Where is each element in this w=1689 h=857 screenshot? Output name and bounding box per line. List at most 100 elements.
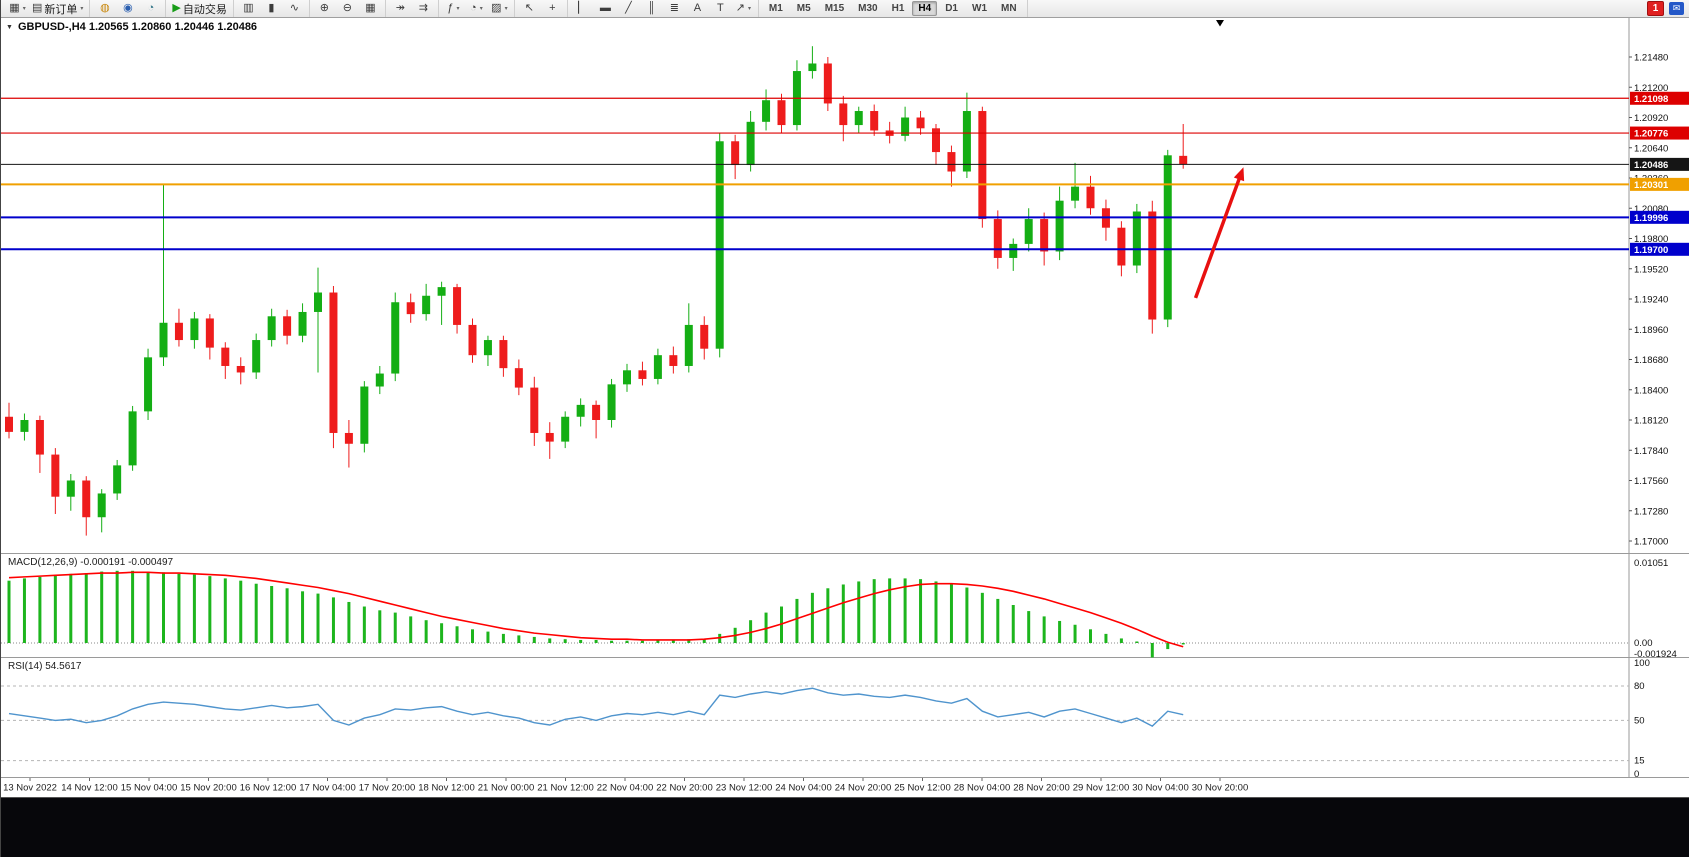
zoom-in-icon: ⊕ xyxy=(319,2,329,14)
channel-icon: ║ xyxy=(647,2,656,14)
fibonacci-button[interactable]: ≣ xyxy=(663,0,686,17)
macd-bar xyxy=(965,587,969,643)
macd-bar xyxy=(656,639,660,643)
zoom-in-button[interactable]: ⊕ xyxy=(313,0,336,17)
macd-bar xyxy=(254,583,258,643)
rsi-tick: 0 xyxy=(1634,769,1639,780)
line-chart-button[interactable]: ∿ xyxy=(283,0,306,17)
market-icon-icon: ◉ xyxy=(123,2,133,14)
label-button[interactable]: T xyxy=(709,0,732,17)
macd-bar xyxy=(393,612,397,643)
signals-icon-button[interactable]: ◍ xyxy=(93,0,116,17)
timeframe-m5-button[interactable]: M5 xyxy=(796,3,811,14)
candle xyxy=(1148,211,1157,320)
chat-icon[interactable]: ✉ xyxy=(1669,2,1684,15)
macd-bar xyxy=(53,575,57,643)
timeframe-h4-button[interactable]: H4 xyxy=(912,1,938,16)
date-label: 30 Nov 20:00 xyxy=(1192,783,1249,794)
bar-chart-button[interactable]: ▥ xyxy=(237,0,260,17)
auto-scroll-icon: ↠ xyxy=(395,2,405,14)
cursor-button[interactable]: ↖ xyxy=(518,0,541,17)
new-order-button[interactable]: ▤ 新订单 xyxy=(29,0,86,17)
new-order-icon: ▤ xyxy=(32,2,43,14)
autotrading-button-label: 自动交易 xyxy=(182,3,227,16)
chart-shift-button[interactable]: ⇉ xyxy=(412,0,435,17)
timeframe-h1-button[interactable]: H1 xyxy=(891,3,905,14)
date-label: 14 Nov 12:00 xyxy=(61,783,118,794)
macd-bar xyxy=(84,573,88,643)
macd-bar xyxy=(934,581,938,643)
macd-bar xyxy=(177,573,181,643)
timeframe-m15-button[interactable]: M15 xyxy=(824,3,845,14)
macd-bar xyxy=(579,639,583,643)
crosshair-button[interactable]: + xyxy=(541,0,564,17)
candle xyxy=(901,117,910,136)
candle xyxy=(360,386,369,444)
market-icon-button[interactable]: ◉ xyxy=(116,0,139,17)
autotrading-button[interactable]: ▶ 自动交易 xyxy=(169,0,229,17)
periods-button[interactable]: ◔ xyxy=(465,0,488,17)
new-chart-icon: ▦ xyxy=(9,2,20,14)
hline-button[interactable]: ▬ xyxy=(594,0,617,17)
candle xyxy=(1009,243,1018,258)
price-tag-1.20301 xyxy=(1630,177,1689,191)
candle xyxy=(51,454,60,497)
candle xyxy=(561,416,570,442)
arrows-button[interactable]: ↗ xyxy=(732,0,755,17)
timeframe-m1-button[interactable]: M1 xyxy=(768,3,783,14)
templates-button[interactable]: ▨ xyxy=(488,0,511,17)
macd-bar xyxy=(1104,633,1108,643)
price-tick: 1.17280 xyxy=(1634,506,1668,517)
price-tick: 1.18680 xyxy=(1634,355,1668,366)
timeframe-w1-button[interactable]: W1 xyxy=(972,3,987,14)
zoom-out-button[interactable]: ⊖ xyxy=(336,0,359,17)
vline-button[interactable]: ▏ xyxy=(571,0,594,17)
tile-windows-button[interactable]: ▦ xyxy=(359,0,382,17)
timeframe-m30-button[interactable]: M30 xyxy=(858,3,878,14)
candle xyxy=(252,340,261,373)
indicators-button[interactable]: ƒ xyxy=(442,0,465,17)
macd-bar xyxy=(548,638,552,643)
vps-icon-button[interactable]: ◔ xyxy=(139,0,162,17)
candle xyxy=(20,420,29,432)
candle xyxy=(113,465,122,494)
rsi-indicator-label: RSI(14) 54.5617 xyxy=(8,661,82,672)
trendline-icon: ╱ xyxy=(625,2,632,14)
text-button[interactable]: A xyxy=(686,0,709,17)
candle-chart-button[interactable]: ▮ xyxy=(260,0,283,17)
new-chart-button[interactable]: ▦ xyxy=(6,0,29,17)
time-axis: 13 Nov 2022 14 Nov 12:00 15 Nov 04:00 15 No… xyxy=(3,778,1248,794)
price-tag-1.19700 xyxy=(1630,242,1689,256)
timeframe-mn-button[interactable]: MN xyxy=(1001,3,1017,14)
price-tick: 1.19240 xyxy=(1634,295,1668,306)
trendline-button[interactable]: ╱ xyxy=(617,0,640,17)
candle xyxy=(298,311,307,336)
candle xyxy=(638,370,647,379)
channel-button[interactable]: ║ xyxy=(640,0,663,17)
rsi-tick: 100 xyxy=(1634,658,1650,669)
trend-arrow[interactable] xyxy=(1193,174,1243,299)
chart-shift-icon: ⇉ xyxy=(418,2,428,14)
macd-bar xyxy=(162,572,165,643)
candle xyxy=(344,432,353,444)
macd-bar xyxy=(888,578,892,643)
macd-bar xyxy=(115,570,119,643)
collapse-icon[interactable]: ▼ xyxy=(6,23,13,31)
timeframe-d1-button[interactable]: D1 xyxy=(945,3,958,14)
chart-title-text: GBPUSD-,H4 1.20565 1.20860 1.20446 1.204… xyxy=(17,21,258,33)
notifications-badge[interactable]: 1 xyxy=(1647,1,1664,16)
date-label: 29 Nov 12:00 xyxy=(1073,783,1130,794)
macd-bar xyxy=(486,631,490,643)
date-label: 16 Nov 12:00 xyxy=(240,783,297,794)
price-tag-label: 1.19996 xyxy=(1634,213,1668,224)
macd-bar xyxy=(532,636,536,643)
macd-bar xyxy=(7,580,11,643)
price-tick: 1.18400 xyxy=(1634,385,1668,396)
macd-pane: 0.01051 0.00-0.001924 xyxy=(1,558,1677,660)
candle xyxy=(329,292,338,433)
rsi-tick: 80 xyxy=(1634,681,1645,692)
auto-scroll-button[interactable]: ↠ xyxy=(389,0,412,17)
trend-arrow-head[interactable] xyxy=(1233,167,1245,182)
price-tag-1.19996 xyxy=(1630,210,1689,224)
